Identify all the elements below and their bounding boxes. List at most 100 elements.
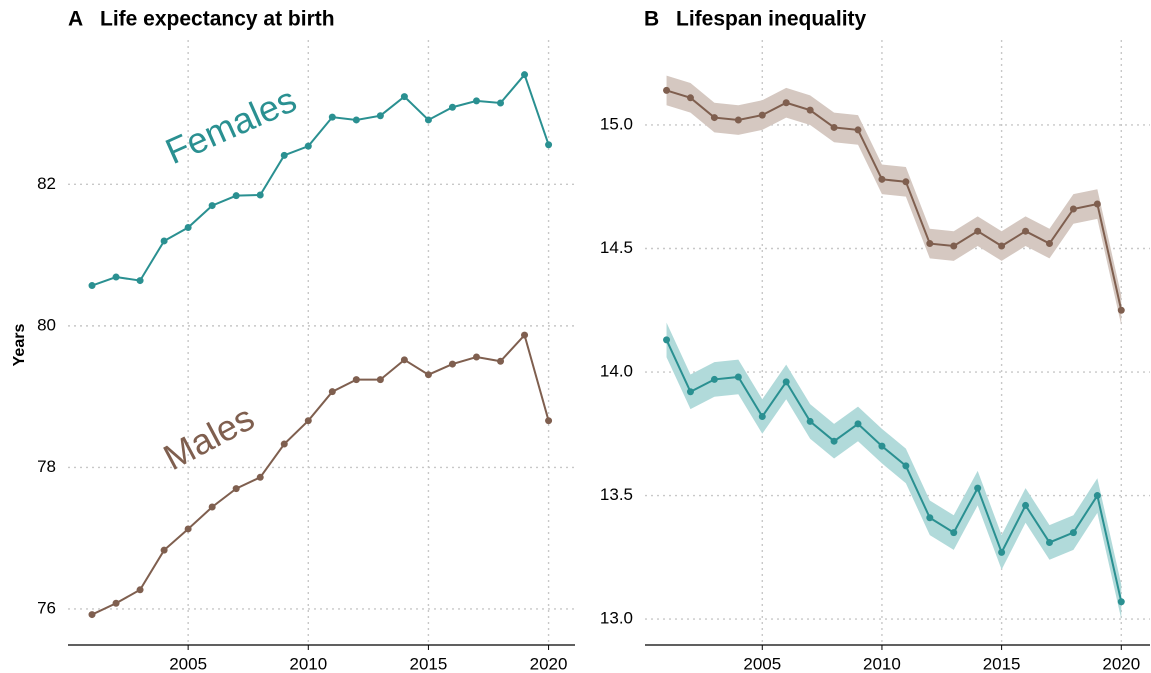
data-point: [400, 356, 408, 364]
data-point: [974, 484, 982, 492]
panel-title: Lifespan inequality: [676, 8, 867, 31]
y-tick-label: 14.0: [600, 362, 633, 381]
data-point: [830, 123, 838, 131]
data-point: [806, 417, 814, 425]
data-point: [686, 94, 694, 102]
data-point: [280, 151, 288, 159]
x-tick-label: 2010: [289, 654, 327, 673]
data-point: [328, 113, 336, 121]
data-point: [88, 611, 96, 619]
data-point: [782, 378, 790, 386]
x-tick-label: 2015: [410, 654, 448, 673]
y-tick-label: 14.5: [600, 238, 633, 257]
data-point: [1093, 200, 1101, 208]
y-tick-label: 82: [37, 174, 56, 193]
data-point: [1117, 598, 1125, 606]
data-point: [1022, 501, 1030, 509]
data-point: [352, 116, 360, 124]
data-point: [424, 371, 432, 379]
x-tick-label: 2020: [1102, 654, 1140, 673]
data-point: [304, 142, 312, 150]
data-point: [1093, 492, 1101, 500]
data-point: [160, 546, 168, 554]
x-tick-label: 2005: [169, 654, 207, 673]
confidence-band: [666, 322, 1122, 620]
data-point: [878, 442, 886, 450]
data-point: [663, 86, 671, 94]
data-point: [950, 529, 958, 537]
y-tick-label: 15.0: [600, 114, 633, 133]
data-point: [184, 525, 192, 533]
data-point: [854, 126, 862, 134]
data-point: [998, 242, 1006, 250]
data-point: [184, 224, 192, 232]
data-point: [521, 331, 529, 339]
data-point: [208, 202, 216, 210]
x-tick-label: 2010: [863, 654, 901, 673]
data-point: [304, 417, 312, 425]
data-point: [1022, 227, 1030, 235]
data-point: [734, 373, 742, 381]
data-point: [400, 93, 408, 101]
data-point: [545, 141, 553, 149]
data-point: [902, 462, 910, 470]
x-tick-label: 2005: [743, 654, 781, 673]
y-tick-label: 13.5: [600, 485, 633, 504]
data-point: [448, 360, 456, 368]
y-tick-label: 76: [37, 598, 56, 617]
panel-title: Life expectancy at birth: [100, 8, 335, 31]
data-point: [806, 106, 814, 114]
data-point: [926, 514, 934, 522]
data-point: [878, 175, 886, 183]
y-tick-label: 78: [37, 457, 56, 476]
data-point: [1045, 538, 1053, 546]
data-point: [974, 227, 982, 235]
data-point: [1045, 240, 1053, 248]
data-point: [472, 97, 480, 105]
data-point: [136, 586, 144, 594]
data-point: [710, 114, 718, 122]
panel-tag: A: [68, 8, 83, 31]
series-line: [666, 89, 1123, 311]
data-point: [545, 417, 553, 425]
data-point: [208, 503, 216, 511]
data-point: [830, 437, 838, 445]
data-point: [734, 116, 742, 124]
data-point: [280, 440, 288, 448]
data-point: [256, 191, 264, 199]
data-point: [663, 336, 671, 344]
data-point: [232, 485, 240, 493]
series-line: [91, 333, 550, 616]
data-point: [497, 357, 505, 365]
data-point: [854, 420, 862, 428]
y-tick-label: 13.0: [600, 609, 633, 628]
data-point: [1117, 306, 1125, 314]
data-point: [710, 375, 718, 383]
data-point: [902, 178, 910, 186]
series-line: [665, 339, 1123, 602]
data-point: [232, 192, 240, 200]
data-point: [112, 599, 120, 607]
data-point: [521, 71, 529, 79]
data-point: [424, 116, 432, 124]
data-point: [352, 376, 360, 384]
data-point: [782, 99, 790, 107]
data-point: [1069, 205, 1077, 213]
data-point: [472, 353, 480, 361]
data-point: [758, 412, 766, 420]
data-point: [1069, 529, 1077, 537]
data-point: [686, 388, 694, 396]
data-point: [998, 548, 1006, 556]
y-tick-label: 80: [37, 315, 56, 334]
series-line: [91, 72, 550, 287]
data-point: [497, 99, 505, 107]
x-tick-label: 2015: [983, 654, 1021, 673]
data-point: [448, 103, 456, 111]
x-tick-label: 2020: [530, 654, 568, 673]
data-point: [926, 240, 934, 248]
data-point: [256, 473, 264, 481]
y-axis-label: Years: [11, 324, 28, 367]
data-point: [136, 277, 144, 285]
data-point: [758, 111, 766, 119]
